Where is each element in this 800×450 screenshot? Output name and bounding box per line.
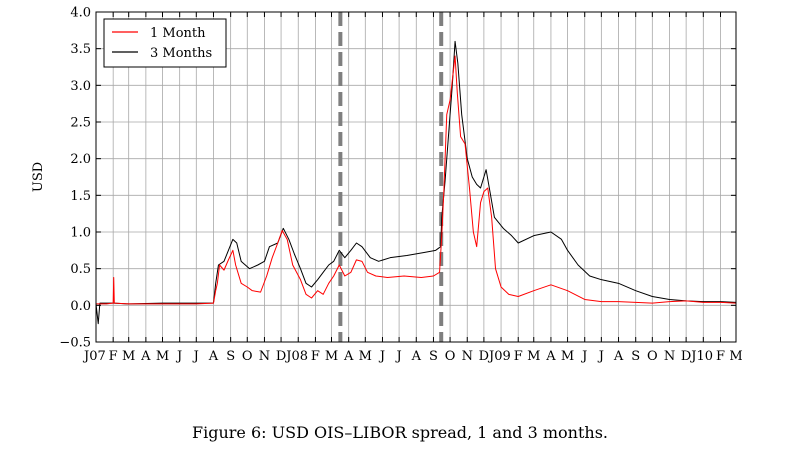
x-tick-label: M xyxy=(122,349,135,364)
x-tick-label: J07 xyxy=(82,349,106,364)
event-markers xyxy=(338,12,444,342)
y-tick-label: 0.5 xyxy=(70,262,91,277)
y-tick-label: 4.0 xyxy=(70,6,91,21)
x-tick-label: J xyxy=(394,349,401,364)
legend: 1 Month 3 Months xyxy=(103,18,227,68)
x-tick-label: S xyxy=(631,349,640,364)
x-tick-label: S xyxy=(226,349,235,364)
chart: −0.50.00.51.01.52.02.53.03.54.0 J07 F M A M J… xyxy=(31,6,743,365)
x-tick-label: N xyxy=(462,349,473,364)
x-tick-label: O xyxy=(445,349,456,364)
series-line-3-months xyxy=(95,40,737,325)
y-tick-label: 2.5 xyxy=(70,116,91,131)
x-tick-label: M xyxy=(729,349,742,364)
y-tick-label: 1.5 xyxy=(70,189,91,204)
x-tick-label: D xyxy=(681,349,691,364)
x-tick-label: M xyxy=(561,349,574,364)
x-tick-label: O xyxy=(647,349,658,364)
y-axis: −0.5 0.0 0.5 1.0 1.5 2.0 2.5 3.0 3.5 4.0 xyxy=(59,6,736,351)
series-line-1-month xyxy=(96,55,737,305)
series-lines xyxy=(95,40,737,325)
x-tick-label: A xyxy=(545,349,556,364)
y-tick-label: 3.5 xyxy=(70,42,91,57)
x-tick-label: J xyxy=(378,349,385,364)
x-tick-label: M xyxy=(325,349,338,364)
x-tick-label: D xyxy=(479,349,489,364)
y-tick-label: 2.0 xyxy=(70,152,91,167)
x-tick-label: A xyxy=(343,349,354,364)
x-tick-label: F xyxy=(514,349,523,364)
x-tick-label: M xyxy=(156,349,169,364)
x-tick-label: J xyxy=(580,349,587,364)
y-tick-label: −0.5 xyxy=(59,336,91,351)
x-tick-label: D xyxy=(276,349,286,364)
x-tick-label: N xyxy=(664,349,675,364)
x-tick-label: A xyxy=(140,349,151,364)
x-tick-label: J xyxy=(175,349,182,364)
x-tick-label: J10 xyxy=(689,349,713,364)
x-tick-label: A xyxy=(613,349,624,364)
x-tick-label: N xyxy=(259,349,270,364)
legend-label-3-months: 3 Months xyxy=(150,46,212,61)
x-tick-label: J xyxy=(597,349,604,364)
x-tick-label: J09 xyxy=(487,349,511,364)
x-tick-label: A xyxy=(411,349,422,364)
x-tick-label: A xyxy=(208,349,219,364)
x-tick-label: J08 xyxy=(284,349,308,364)
y-tick-label: 3.0 xyxy=(70,79,91,94)
x-tick-label: M xyxy=(527,349,540,364)
y-tick-label: 1.0 xyxy=(70,226,91,241)
legend-box xyxy=(103,18,227,68)
x-axis: J07 F M A M J J A S O N D J08 F M A M J J A S O N D J09 F M A M J J A S O… xyxy=(82,12,743,364)
x-tick-label: J xyxy=(192,349,199,364)
x-tick-label: M xyxy=(359,349,372,364)
x-tick-label: O xyxy=(242,349,253,364)
y-tick-label: 0.0 xyxy=(70,299,91,314)
x-tick-label: F xyxy=(716,349,725,364)
x-tick-label: F xyxy=(109,349,118,364)
x-tick-label: S xyxy=(429,349,438,364)
legend-label-1-month: 1 Month xyxy=(150,26,206,41)
x-tick-label: F xyxy=(311,349,320,364)
figure-caption: Figure 6: USD OIS–LIBOR spread, 1 and 3 … xyxy=(192,423,608,442)
y-axis-title: USD xyxy=(31,162,46,192)
